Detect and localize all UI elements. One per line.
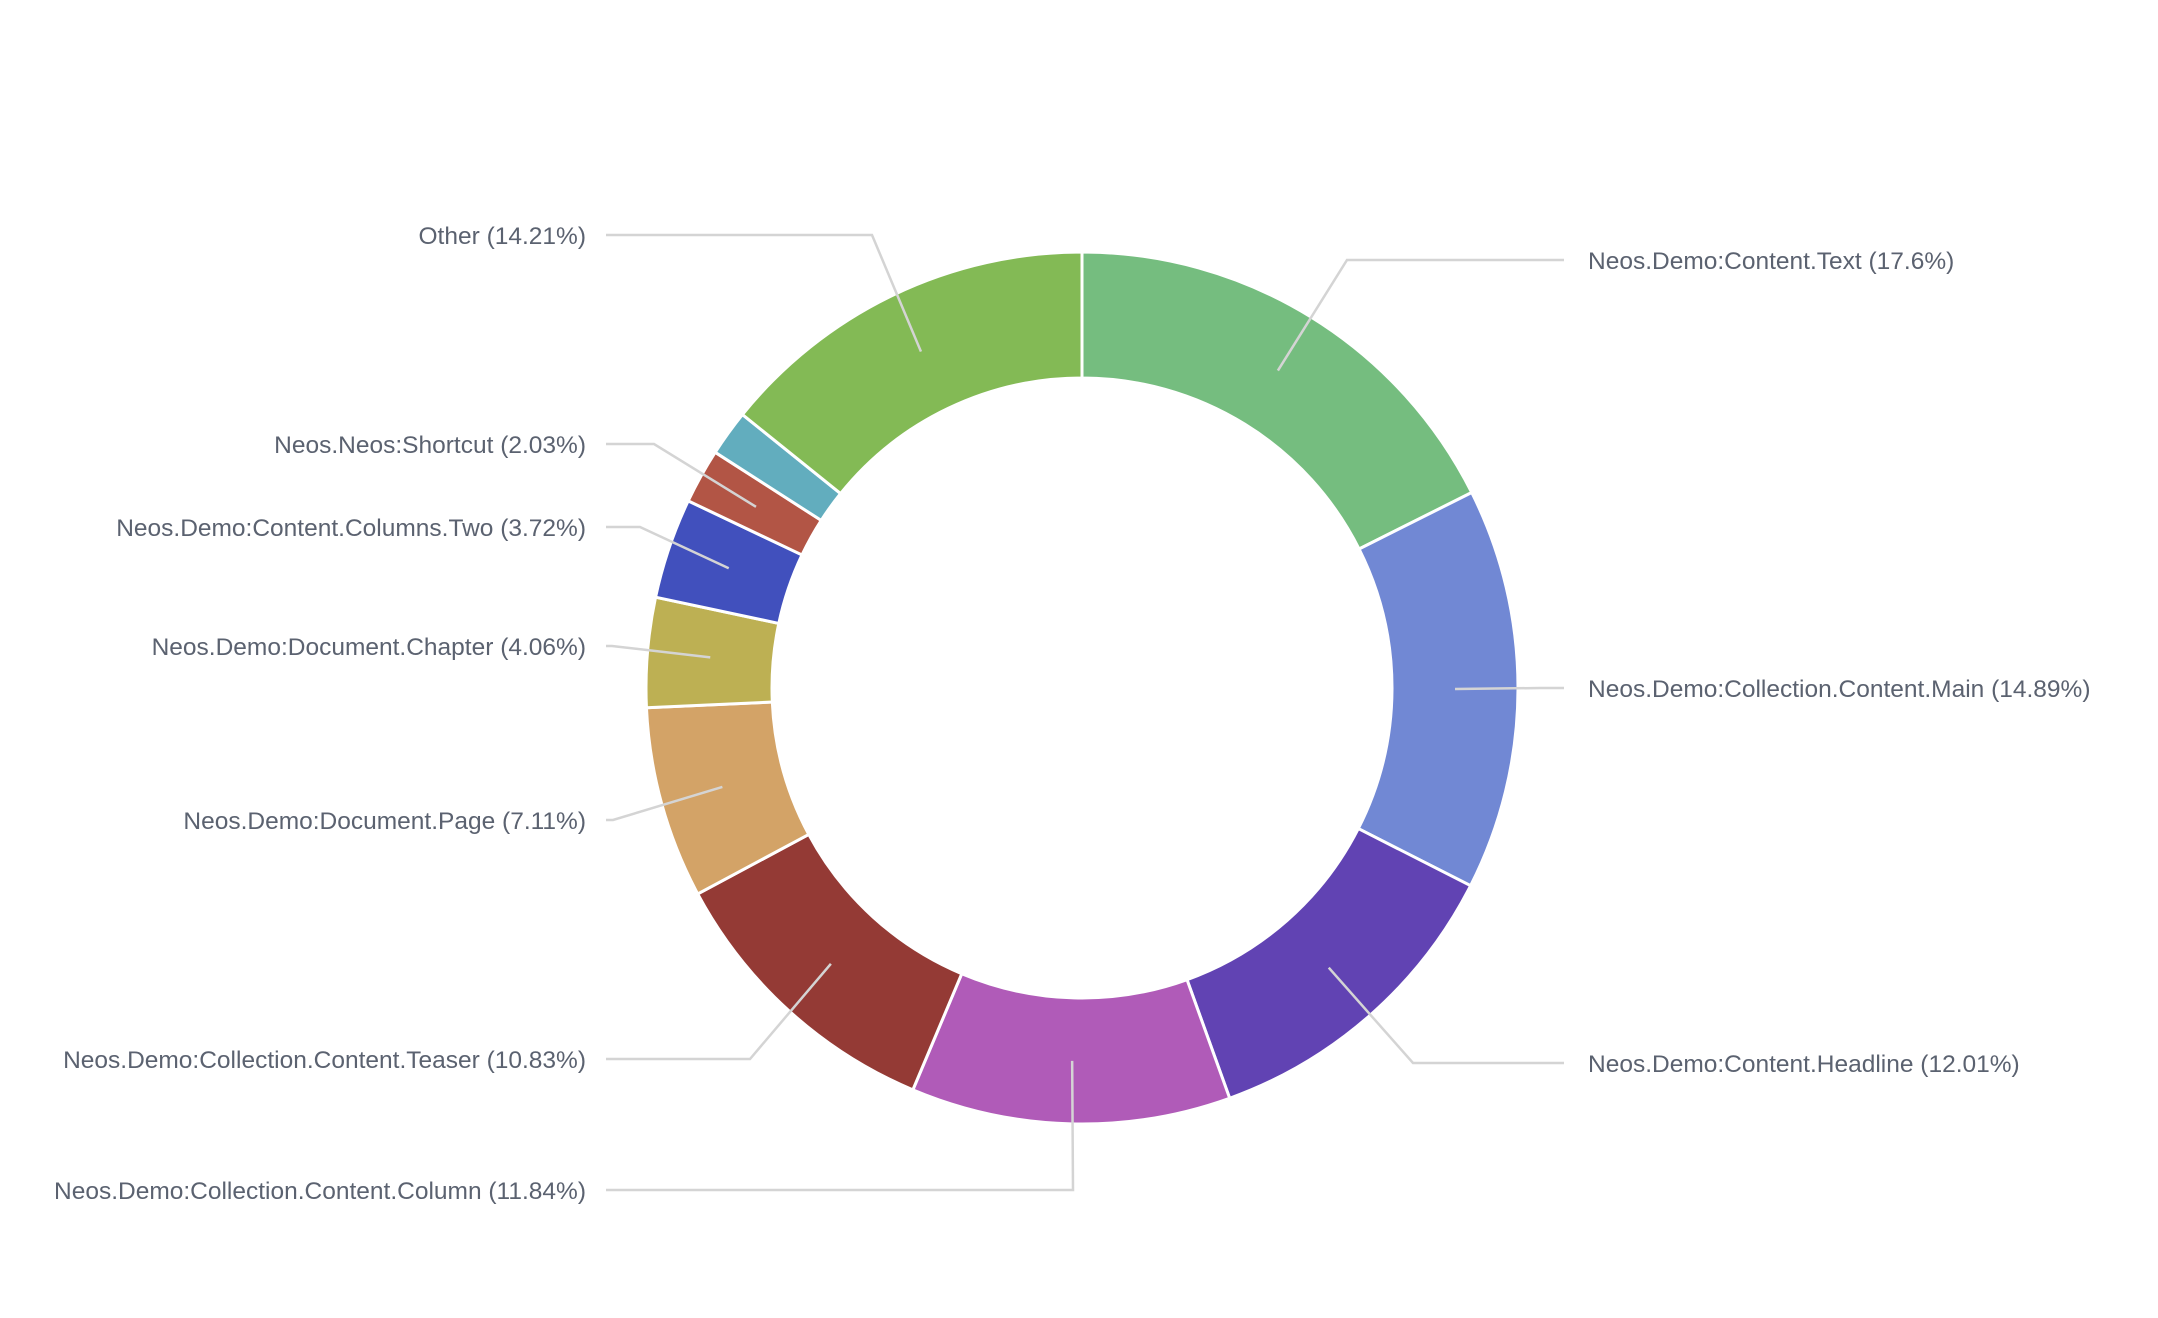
slice-label-8: Neos.Neos:Shortcut (2.03%) — [274, 432, 586, 459]
slice-label-5: Neos.Demo:Document.Page (7.11%) — [183, 808, 586, 835]
slice-label-4: Neos.Demo:Collection.Content.Teaser (10.… — [63, 1047, 586, 1074]
leader-line-1 — [1454, 686, 1564, 691]
leader-line-2 — [1327, 966, 1564, 1065]
leader-line-5 — [606, 785, 723, 822]
slice-label-1: Neos.Demo:Collection.Content.Main (14.89… — [1588, 676, 2091, 703]
leader-line-3 — [606, 1060, 1075, 1192]
leader-line-7 — [606, 525, 730, 570]
leader-line-8 — [606, 442, 757, 508]
leader-line-10 — [606, 233, 923, 353]
leader-line-4 — [606, 962, 832, 1061]
slice-label-2: Neos.Demo:Content.Headline (12.01%) — [1588, 1051, 2020, 1078]
leader-line-0 — [1276, 258, 1564, 372]
donut-slice-0[interactable] — [1080, 250, 1474, 551]
slices-layer — [644, 250, 1520, 1126]
leader-lines-layer — [606, 233, 1564, 1192]
slice-label-0: Neos.Demo:Content.Text (17.6%) — [1588, 248, 1954, 275]
slice-label-7: Neos.Demo:Content.Columns.Two (3.72%) — [116, 515, 586, 542]
slice-label-6: Neos.Demo:Document.Chapter (4.06%) — [152, 634, 586, 661]
slice-label-10: Other (14.21%) — [419, 223, 587, 250]
donut-slice-10[interactable] — [740, 250, 1084, 496]
leader-line-6 — [606, 644, 711, 659]
slice-label-3: Neos.Demo:Collection.Content.Column (11.… — [54, 1178, 586, 1205]
donut-slice-2[interactable] — [1185, 827, 1473, 1100]
labels-layer: Neos.Demo:Content.Text (17.6%) Neos.Demo:… — [54, 223, 2091, 1205]
